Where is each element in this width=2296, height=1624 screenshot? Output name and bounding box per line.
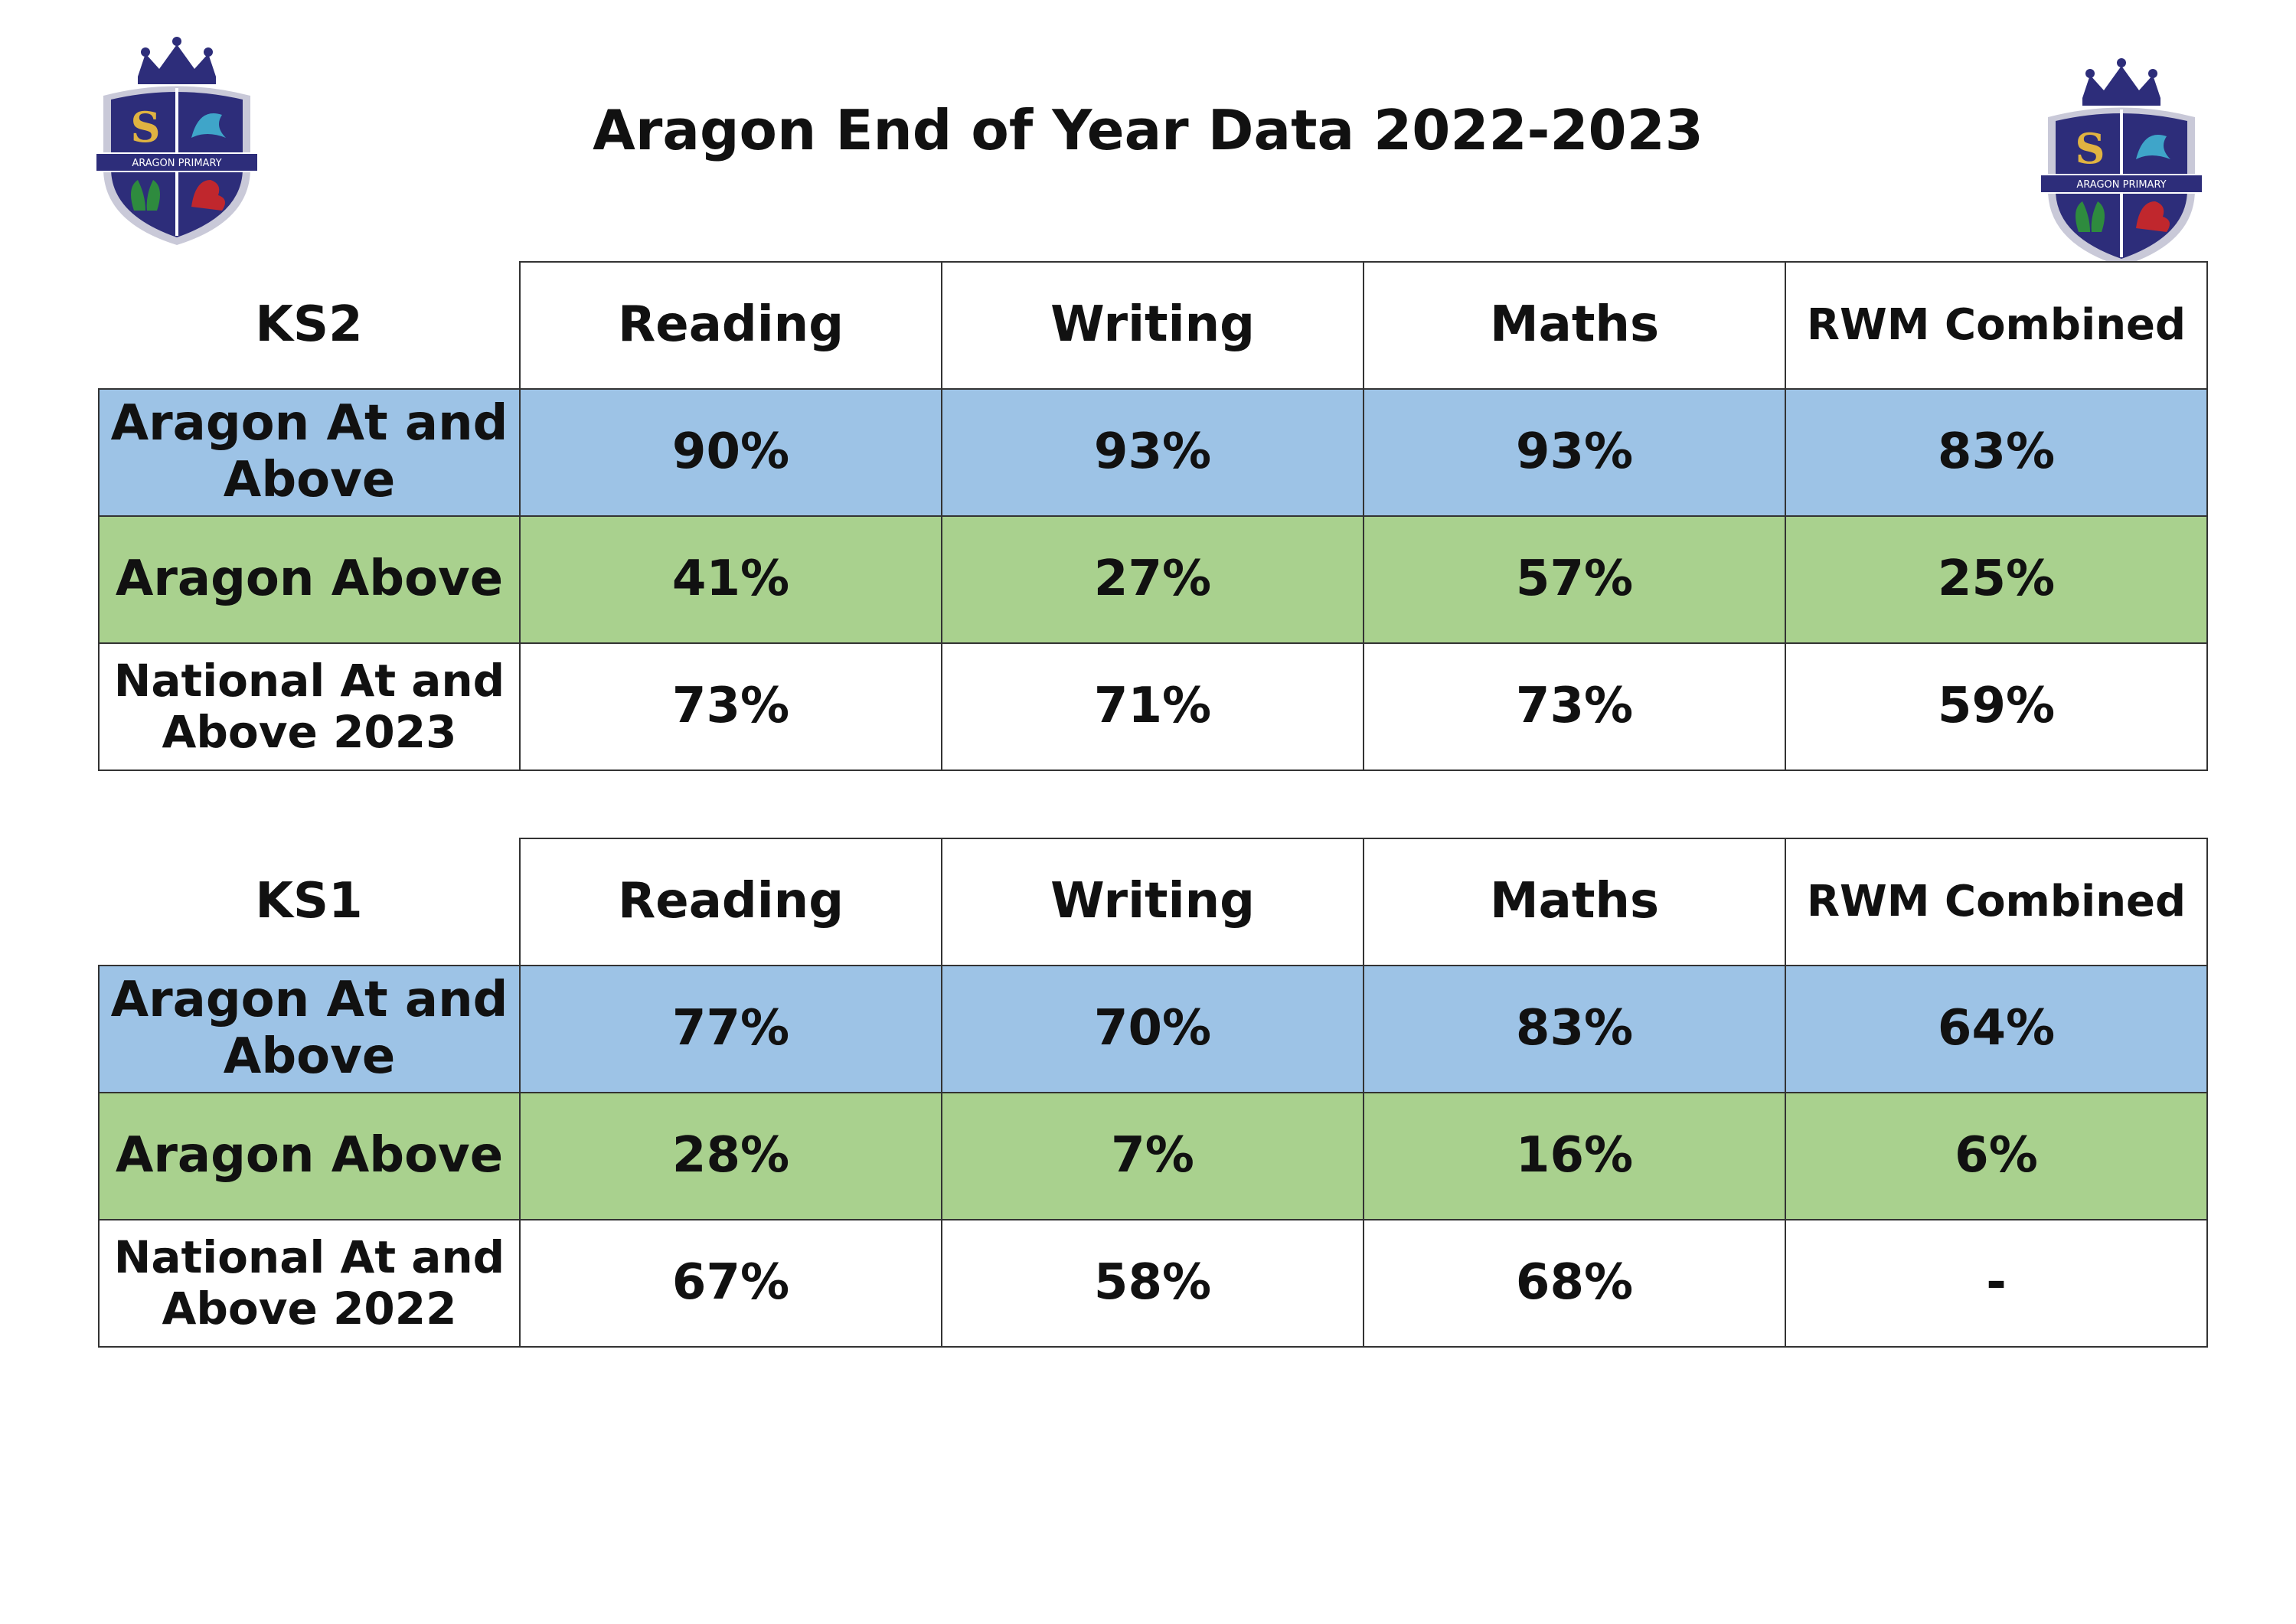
reading-value: 67% [519,1219,942,1348]
rwm-combined-value: 83% [1785,388,2208,517]
reading-value: 41% [519,515,942,644]
school-crest-logo-left: ARAGON PRIMARY S [95,37,259,245]
writing-value: 93% [941,388,1364,517]
column-header-maths: Maths [1363,261,1786,390]
crest-text: ARAGON PRIMARY [132,158,221,169]
rwm-combined-value: - [1785,1219,2208,1348]
reading-value: 77% [519,965,942,1093]
row-label: Aragon Above [98,1092,521,1220]
reading-value: 73% [519,642,942,771]
reading-value: 90% [519,388,942,517]
maths-value: 93% [1363,388,1786,517]
writing-value: 71% [941,642,1364,771]
column-header-rwm-combined: RWM Combined [1785,838,2208,966]
maths-value: 73% [1363,642,1786,771]
row-label: Aragon Above [98,515,521,644]
table-row: Aragon At and Above 90% 93% 93% 83% [98,388,2208,517]
ks2-results-table: KS2 Reading Writing Maths RWM Combined A… [98,261,2208,771]
writing-value: 70% [941,965,1364,1093]
page-title: Aragon End of Year Data 2022-2023 [593,98,1703,162]
svg-text:S: S [131,103,161,152]
row-label: Aragon At and Above [98,965,521,1093]
table-row: National At and Above 2022 67% 58% 68% - [98,1219,2208,1348]
maths-value: 57% [1363,515,1786,644]
reading-value: 28% [519,1092,942,1220]
key-stage-label: KS1 [99,838,521,966]
writing-value: 27% [941,515,1364,644]
writing-value: 7% [941,1092,1364,1220]
table-row: National At and Above 2023 73% 71% 73% 5… [98,642,2208,771]
svg-text:S: S [2076,124,2105,173]
table-header-row: KS1 Reading Writing Maths RWM Combined [99,838,2208,966]
table-header-row: KS2 Reading Writing Maths RWM Combined [99,261,2208,390]
column-header-maths: Maths [1363,838,1786,966]
rwm-combined-value: 25% [1785,515,2208,644]
column-header-rwm-combined: RWM Combined [1785,261,2208,390]
table-row: Aragon Above 28% 7% 16% 6% [98,1092,2208,1220]
row-label: Aragon At and Above [98,388,521,517]
maths-value: 16% [1363,1092,1786,1220]
crest-text: ARAGON PRIMARY [2076,179,2166,191]
column-header-writing: Writing [941,261,1364,390]
column-header-writing: Writing [941,838,1364,966]
row-label: National At and Above 2022 [98,1219,521,1348]
rwm-combined-value: 6% [1785,1092,2208,1220]
key-stage-label: KS2 [99,262,521,390]
rwm-combined-value: 59% [1785,642,2208,771]
ks1-results-table: KS1 Reading Writing Maths RWM Combined A… [98,838,2208,1348]
table-row: Aragon At and Above 77% 70% 83% 64% [98,965,2208,1093]
crown-icon [138,37,216,84]
maths-value: 68% [1363,1219,1786,1348]
crown-icon [2082,58,2160,106]
column-header-reading: Reading [519,838,942,966]
column-header-reading: Reading [519,261,942,390]
table-row: Aragon Above 41% 27% 57% 25% [98,515,2208,644]
maths-value: 83% [1363,965,1786,1093]
writing-value: 58% [941,1219,1364,1348]
school-crest-logo-right: ARAGON PRIMARY S [2040,58,2203,266]
rwm-combined-value: 64% [1785,965,2208,1093]
row-label: National At and Above 2023 [98,642,521,771]
